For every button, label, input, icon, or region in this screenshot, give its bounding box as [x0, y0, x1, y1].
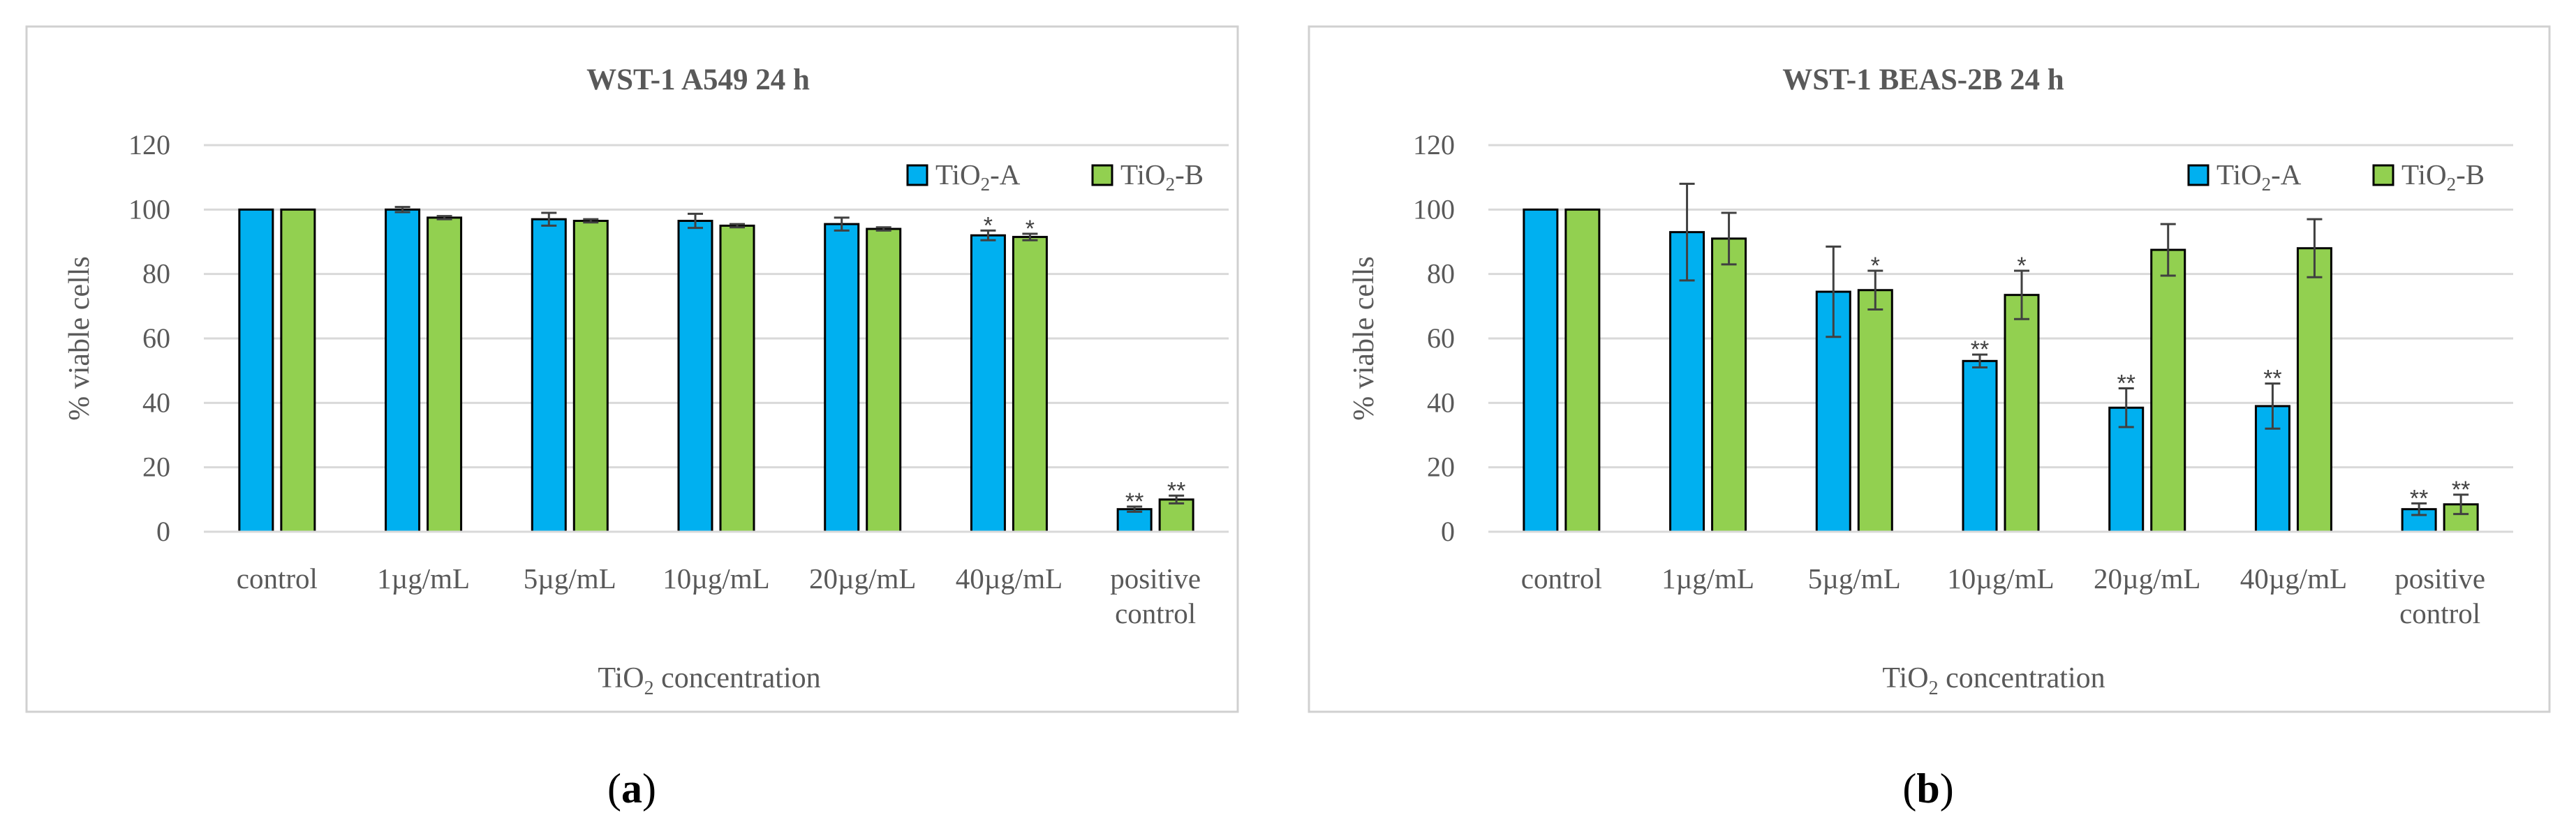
chart-title: WST-1 BEAS-2B 24 h [1782, 64, 2064, 96]
x-tick-label: 20µg/mL [809, 562, 916, 595]
y-tick-label: 40 [142, 387, 170, 418]
x-tick-label: control [1115, 597, 1196, 629]
legend-swatch-A [906, 164, 928, 186]
bar-A [1523, 208, 1559, 533]
significance-marker: * [984, 212, 993, 239]
x-tick-label: control [2399, 597, 2480, 629]
bar-B [719, 224, 755, 533]
y-tick-label: 80 [142, 258, 170, 290]
bar-A [1962, 359, 1998, 533]
bar-A [677, 219, 713, 533]
bar-B [866, 227, 902, 533]
panel-label-b: (b) [1902, 765, 1953, 812]
legend-swatch-B [1091, 164, 1113, 186]
bar-B [1564, 208, 1601, 533]
bar-A [824, 223, 860, 533]
y-tick-label: 120 [1413, 129, 1455, 160]
bar-B [427, 216, 463, 533]
y-tick-label: 0 [156, 516, 170, 547]
bar-B [1711, 237, 1747, 533]
legend-label-A: TiO2-A [2216, 158, 2302, 195]
x-tick-label: control [1521, 562, 1602, 595]
chart-frame [25, 25, 1239, 713]
bar-A [531, 218, 567, 533]
x-tick-label: 10µg/mL [662, 562, 769, 595]
legend-label-B: TiO2-B [2401, 158, 2485, 195]
x-tick-label: positive [1110, 562, 1201, 595]
chart-panel-b: WST-1 BEAS-2B 24 h 0 20 40 60 80 100 120 % viabl… [1308, 25, 2551, 713]
y-tick-label: 60 [1427, 322, 1455, 354]
y-tick-label: 20 [1427, 451, 1455, 483]
x-tick-label: 5µg/mL [1808, 562, 1901, 595]
y-axis-label: % viable cells [64, 256, 96, 421]
x-tick-label: 1µg/mL [1661, 562, 1754, 595]
y-tick-label: 20 [142, 451, 170, 483]
y-axis-label: % viable cells [1348, 256, 1380, 421]
x-tick-label: 1µg/mL [377, 562, 470, 595]
bar-B [280, 208, 316, 533]
significance-marker: ** [2452, 477, 2470, 503]
y-tick-label: 120 [128, 129, 170, 160]
bar-B [2150, 248, 2186, 533]
legend-swatch-A [2187, 164, 2209, 186]
significance-marker: ** [1971, 336, 1989, 363]
y-tick-label: 40 [1427, 387, 1455, 418]
significance-marker: ** [1125, 488, 1143, 515]
bar-B [1857, 289, 1893, 533]
bar-B [2004, 294, 2040, 533]
bar-B [1158, 498, 1194, 533]
chart-title: WST-1 A549 24 h [586, 64, 810, 96]
y-tick-label: 100 [1413, 193, 1455, 225]
y-tick-label: 60 [142, 322, 170, 354]
x-tick-label: 5µg/mL [524, 562, 616, 595]
bar-B [1012, 236, 1048, 533]
significance-marker: * [2017, 253, 2026, 279]
significance-marker: ** [2117, 371, 2135, 397]
panel-label-a: (a) [607, 765, 656, 812]
bar-A [238, 208, 274, 533]
significance-marker: ** [1167, 477, 1185, 504]
bar-B [2296, 247, 2332, 533]
legend-label-B: TiO2-B [1120, 158, 1204, 195]
y-tick-label: 0 [1441, 516, 1455, 547]
y-tick-label: 80 [1427, 258, 1455, 290]
chart-frame [1308, 25, 2551, 713]
bar-B [572, 219, 609, 533]
legend-swatch-B [2372, 164, 2394, 186]
x-tick-label: 10µg/mL [1947, 562, 2054, 595]
bar-A [385, 208, 421, 533]
significance-marker: ** [2410, 485, 2428, 511]
significance-marker: * [1026, 216, 1035, 242]
x-tick-label: control [237, 562, 318, 595]
x-tick-label: 40µg/mL [2240, 562, 2347, 595]
x-axis-label: TiO2 concentration [598, 662, 820, 699]
x-tick-label: 20µg/mL [2094, 562, 2200, 595]
chart-panel-a: WST-1 A549 24 h 0 20 40 60 80 100 120 % viable c… [25, 25, 1239, 713]
x-tick-label: 40µg/mL [956, 562, 1063, 595]
significance-marker: * [1871, 253, 1880, 279]
legend-label-A: TiO2-A [935, 158, 1021, 195]
significance-marker: ** [2263, 366, 2281, 392]
y-tick-label: 100 [128, 193, 170, 225]
bar-A [970, 234, 1006, 533]
x-axis-label: TiO2 concentration [1882, 662, 2105, 699]
x-tick-label: positive [2394, 562, 2485, 595]
